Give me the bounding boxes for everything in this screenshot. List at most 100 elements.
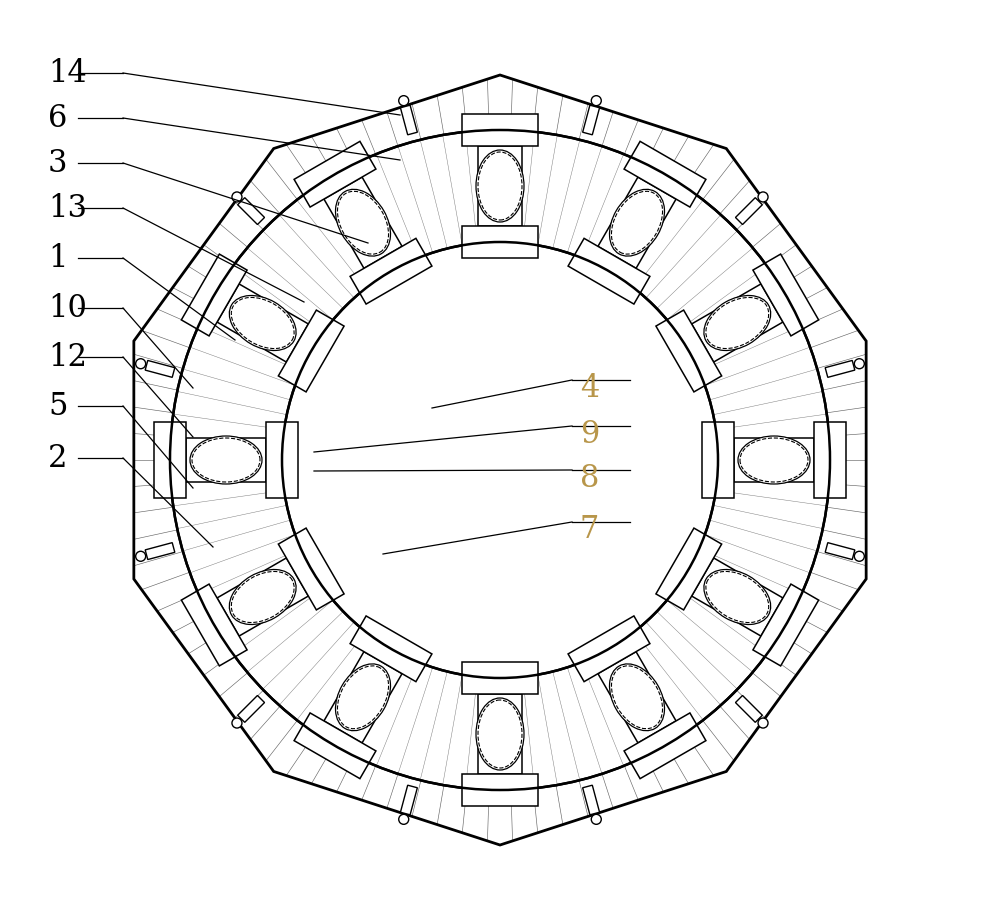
Text: 2: 2 [48, 443, 68, 473]
Circle shape [136, 551, 146, 561]
Ellipse shape [704, 295, 771, 350]
Polygon shape [134, 75, 866, 845]
Text: 7: 7 [580, 514, 599, 546]
Polygon shape [735, 695, 762, 723]
Polygon shape [598, 177, 676, 269]
Polygon shape [186, 438, 266, 482]
Polygon shape [624, 141, 706, 207]
Polygon shape [656, 528, 722, 610]
Polygon shape [217, 558, 308, 636]
Circle shape [282, 242, 718, 678]
Ellipse shape [476, 150, 524, 222]
Polygon shape [478, 694, 522, 774]
Polygon shape [266, 422, 298, 498]
Circle shape [232, 192, 242, 202]
Text: 1: 1 [48, 242, 68, 273]
Circle shape [136, 359, 146, 369]
Polygon shape [238, 198, 265, 225]
Polygon shape [753, 584, 819, 666]
Polygon shape [145, 360, 175, 378]
Ellipse shape [337, 192, 389, 254]
Ellipse shape [738, 436, 810, 484]
Polygon shape [825, 543, 855, 559]
Circle shape [399, 95, 409, 105]
Circle shape [399, 814, 409, 824]
Ellipse shape [611, 666, 663, 729]
Ellipse shape [478, 152, 522, 220]
Ellipse shape [740, 438, 808, 482]
Polygon shape [238, 695, 265, 723]
Polygon shape [478, 146, 522, 226]
Ellipse shape [610, 189, 664, 256]
Ellipse shape [336, 189, 390, 256]
Text: 10: 10 [48, 293, 87, 324]
Ellipse shape [476, 698, 524, 770]
Polygon shape [583, 785, 600, 815]
Ellipse shape [611, 192, 663, 254]
Text: 4: 4 [580, 372, 599, 403]
Ellipse shape [704, 569, 771, 624]
Text: 3: 3 [48, 148, 68, 179]
Circle shape [591, 814, 601, 824]
Ellipse shape [706, 297, 769, 348]
Polygon shape [400, 105, 417, 135]
Polygon shape [753, 254, 819, 336]
Polygon shape [278, 528, 344, 610]
Polygon shape [735, 198, 762, 225]
Ellipse shape [336, 664, 390, 731]
Circle shape [170, 130, 830, 790]
Circle shape [758, 192, 768, 202]
Ellipse shape [610, 664, 664, 731]
Text: 12: 12 [48, 341, 87, 372]
Polygon shape [134, 75, 866, 845]
Polygon shape [181, 254, 247, 336]
Polygon shape [217, 284, 308, 362]
Text: 6: 6 [48, 103, 67, 134]
Polygon shape [568, 238, 650, 304]
Polygon shape [350, 238, 432, 304]
Polygon shape [181, 584, 247, 666]
Ellipse shape [337, 666, 389, 729]
Polygon shape [598, 652, 676, 743]
Polygon shape [568, 616, 650, 681]
Text: 13: 13 [48, 193, 87, 224]
Ellipse shape [231, 297, 294, 348]
Polygon shape [692, 284, 783, 362]
Polygon shape [154, 422, 186, 498]
Ellipse shape [229, 569, 296, 624]
Polygon shape [294, 713, 376, 779]
Polygon shape [294, 141, 376, 207]
Text: 14: 14 [48, 58, 87, 89]
Text: 9: 9 [580, 418, 599, 449]
Ellipse shape [190, 436, 262, 484]
Polygon shape [702, 422, 734, 498]
Polygon shape [624, 713, 706, 779]
Polygon shape [400, 785, 417, 815]
Polygon shape [692, 558, 783, 636]
Circle shape [758, 718, 768, 728]
Ellipse shape [706, 571, 769, 623]
Polygon shape [278, 310, 344, 392]
Ellipse shape [478, 700, 522, 768]
Polygon shape [324, 177, 402, 269]
Polygon shape [814, 422, 846, 498]
Polygon shape [145, 543, 175, 559]
Polygon shape [583, 105, 600, 135]
Polygon shape [350, 616, 432, 681]
Polygon shape [462, 662, 538, 694]
Ellipse shape [231, 571, 294, 623]
Ellipse shape [229, 295, 296, 350]
Ellipse shape [192, 438, 260, 482]
Circle shape [854, 359, 864, 369]
Text: 8: 8 [580, 462, 599, 493]
Text: 5: 5 [48, 391, 68, 422]
Polygon shape [462, 226, 538, 258]
Circle shape [854, 551, 864, 561]
Polygon shape [734, 438, 814, 482]
Circle shape [232, 718, 242, 728]
Polygon shape [324, 652, 402, 743]
Circle shape [591, 95, 601, 105]
Polygon shape [462, 114, 538, 146]
Polygon shape [825, 360, 855, 378]
Polygon shape [462, 774, 538, 806]
